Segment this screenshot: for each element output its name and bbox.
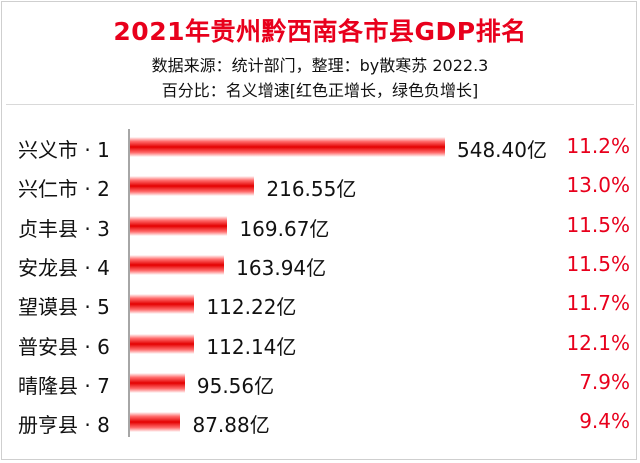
bar [130, 333, 195, 354]
growth-rate-label: 11.5% [566, 212, 630, 237]
bar-value-label: 216.55亿 [266, 177, 357, 202]
category-label: 望谟县 · 5 [18, 295, 110, 320]
category-label: 安龙县 · 4 [18, 255, 110, 280]
chart-subtitle-legend-note: 百分比：名义增速[红色正增长，绿色负增长] [161, 81, 479, 100]
bar-value-label: 112.22亿 [206, 295, 297, 320]
category-label: 普安县 · 6 [18, 334, 110, 359]
bar [130, 294, 195, 315]
bar-value-label: 95.56亿 [196, 373, 275, 398]
bar-value-label: 548.40亿 [457, 138, 547, 162]
bar [130, 412, 181, 433]
category-label: 晴隆县 · 7 [18, 373, 110, 398]
growth-rate-label: 13.0% [566, 173, 630, 198]
bar-value-label: 169.67亿 [239, 216, 330, 241]
bar [130, 137, 445, 157]
growth-rate-label: 7.9% [579, 369, 630, 394]
category-label: 贞丰县 · 3 [18, 216, 110, 241]
growth-rate-label: 12.1% [566, 330, 630, 355]
growth-rate-label: 11.2% [566, 134, 630, 158]
header-divider [6, 104, 634, 105]
bar [130, 254, 225, 275]
category-label: 兴义市 · 1 [18, 138, 110, 162]
category-axis-line [128, 129, 130, 437]
bar [130, 372, 185, 393]
category-label: 册亨县 · 8 [18, 413, 110, 438]
growth-rate-label: 11.5% [566, 251, 630, 276]
growth-rate-label: 11.7% [566, 291, 630, 316]
chart-subtitle-source: 数据来源：统计部门，整理：by散寒苏 2022.3 [151, 56, 489, 75]
growth-rate-label: 9.4% [579, 409, 630, 434]
bar-value-label: 87.88亿 [192, 413, 270, 438]
category-label: 兴仁市 · 2 [18, 177, 110, 202]
bar-value-label: 163.94亿 [236, 255, 327, 280]
chart-title: 2021年贵州黔西南各市县GDP排名 [113, 17, 527, 46]
bar-value-label: 112.14亿 [206, 334, 297, 359]
bar [130, 215, 228, 236]
bar [130, 176, 255, 197]
